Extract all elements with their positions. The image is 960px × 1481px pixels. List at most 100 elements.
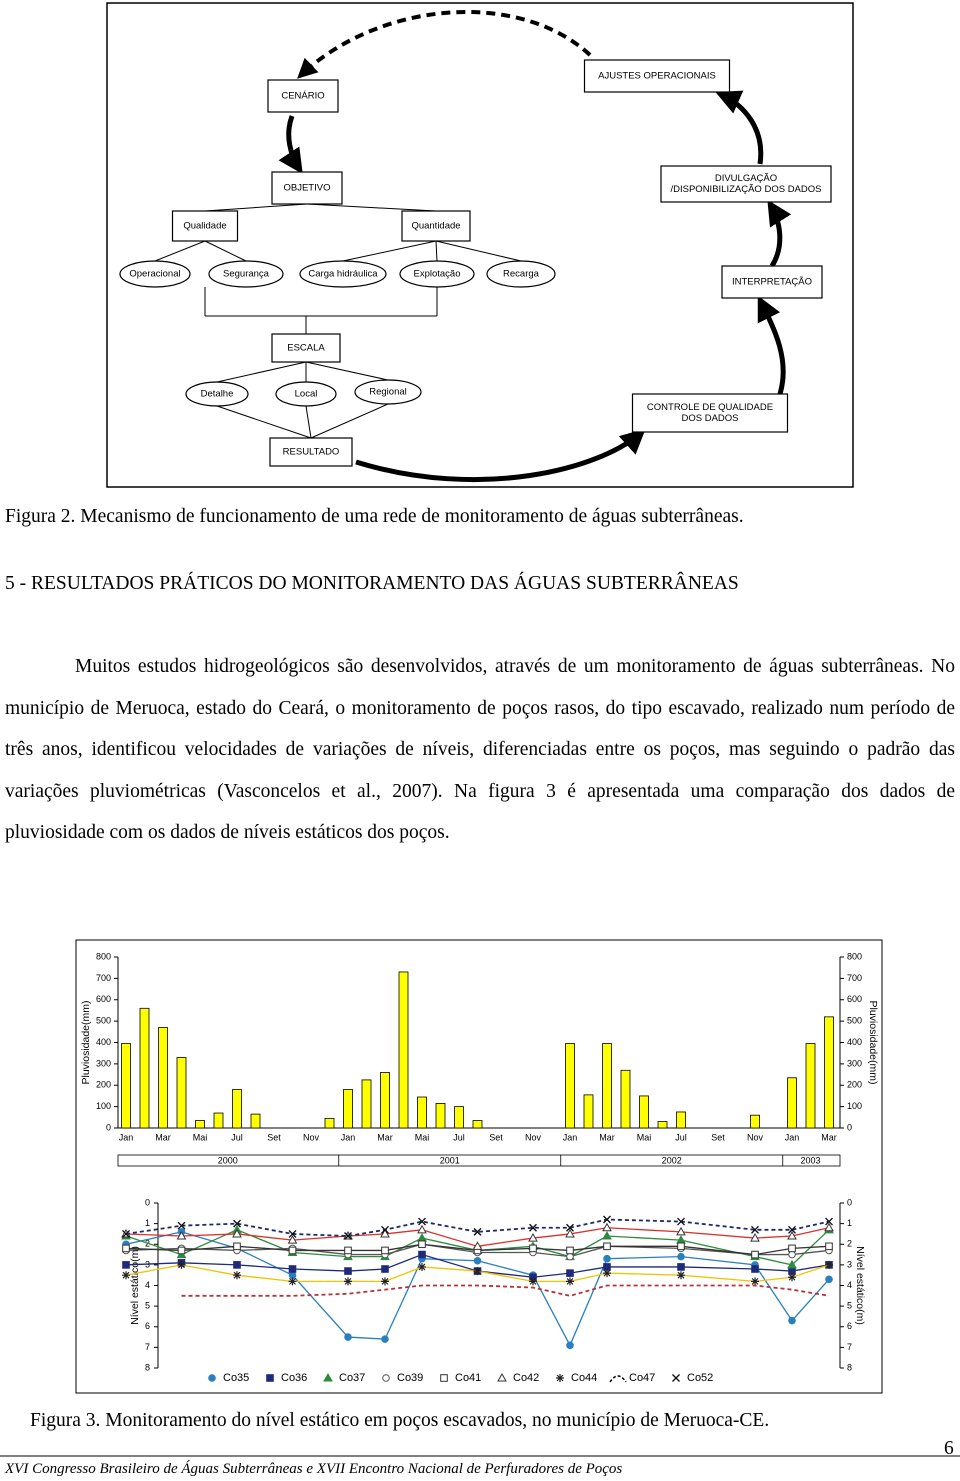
- marker: [418, 1262, 426, 1271]
- arrow: [757, 295, 786, 395]
- page-number: 6: [944, 1438, 954, 1459]
- x-tick-label: Mar: [599, 1132, 615, 1142]
- marker: [344, 1333, 352, 1341]
- marker: [418, 1217, 426, 1226]
- marker: [603, 1269, 611, 1278]
- x-tick-label: Jul: [453, 1132, 465, 1142]
- node-label: Qualidade: [183, 221, 226, 232]
- x-tick-label: Jan: [341, 1132, 356, 1142]
- node-label: INTERPRETAÇÃO: [732, 277, 812, 288]
- marker: [122, 1244, 130, 1253]
- node-label: Detalhe: [201, 389, 234, 400]
- y-tick-label: 300: [96, 1058, 111, 1068]
- y2-tick-label: 500: [847, 1016, 862, 1026]
- legend-label: Co41: [455, 1372, 481, 1384]
- marker: [825, 1217, 833, 1226]
- bar: [361, 1079, 372, 1129]
- bar: [195, 1120, 205, 1129]
- legend-label: Co36: [281, 1372, 307, 1384]
- marker: [566, 1246, 574, 1255]
- marker: [233, 1242, 241, 1251]
- bar: [435, 1103, 446, 1129]
- x-tick-label: Mai: [193, 1132, 208, 1142]
- x-tick-label: Mar: [377, 1132, 393, 1142]
- y-tick-label: 0: [145, 1197, 150, 1207]
- node-box: [631, 393, 789, 433]
- marker: [566, 1269, 574, 1277]
- x-tick-label: Jul: [231, 1132, 243, 1142]
- bar: [805, 1043, 816, 1129]
- marker: [751, 1265, 759, 1273]
- marker: [676, 1226, 686, 1236]
- year-label: 2001: [440, 1155, 460, 1165]
- bar: [324, 1117, 335, 1129]
- marker: [344, 1267, 352, 1275]
- bar: [657, 1121, 668, 1129]
- bar: [398, 971, 409, 1129]
- bar: [343, 1089, 353, 1129]
- node-label: Quantidade: [411, 221, 460, 232]
- connector: [310, 403, 389, 439]
- y-tick-label: 0: [106, 1122, 111, 1132]
- footer: XVI Congresso Brasileiro de Águas Subter…: [5, 1461, 623, 1477]
- marker: [233, 1271, 241, 1280]
- arrow: [278, 115, 303, 175]
- node-ellipse: [208, 260, 284, 288]
- node-ellipse: [185, 381, 249, 407]
- node-label: Carga hidráulica: [308, 269, 378, 280]
- marker: [176, 1230, 187, 1240]
- connector: [306, 203, 437, 212]
- node-label: Segurança: [223, 269, 270, 280]
- y2-tick-label: 800: [847, 951, 862, 961]
- node-label: Recarga: [503, 269, 540, 280]
- marker: [177, 1246, 186, 1255]
- legend-label: Co35: [223, 1372, 249, 1384]
- arrow: [715, 90, 764, 165]
- marker: [472, 1241, 483, 1250]
- year-strip: [117, 1154, 841, 1167]
- marker: [177, 1260, 186, 1269]
- marker: [602, 1222, 612, 1232]
- node-box: [721, 265, 823, 299]
- marker: [566, 1277, 574, 1286]
- series-line: [125, 1218, 830, 1237]
- marker: [788, 1244, 796, 1253]
- node-label: CONTROLE DE QUALIDADE: [647, 402, 773, 413]
- bar: [676, 1111, 686, 1129]
- y-tick-label: 5: [145, 1301, 150, 1311]
- connector: [305, 405, 312, 439]
- legend-label: Co52: [687, 1372, 713, 1384]
- legend-swatch: [382, 1374, 390, 1382]
- bar: [232, 1089, 242, 1129]
- legend-swatch: [323, 1372, 333, 1382]
- marker: [418, 1240, 426, 1249]
- marker: [288, 1265, 297, 1273]
- x-tick-label: Set: [711, 1132, 725, 1142]
- marker: [288, 1229, 297, 1238]
- bar: [417, 1096, 427, 1129]
- marker: [381, 1335, 389, 1343]
- node-box: [271, 171, 343, 205]
- connector: [342, 240, 437, 262]
- legend-swatch: [609, 1375, 627, 1383]
- marker: [825, 1275, 833, 1284]
- y2-tick-label: 100: [847, 1101, 862, 1111]
- marker: [287, 1235, 298, 1244]
- x-tick-label: Nov: [525, 1132, 542, 1142]
- y2-tick-label: 8: [847, 1362, 852, 1372]
- marker: [788, 1316, 796, 1325]
- bar: [824, 1016, 834, 1129]
- y2-tick-label: 400: [847, 1037, 862, 1047]
- connector: [154, 240, 206, 262]
- bar: [213, 1112, 224, 1129]
- bar: [454, 1106, 464, 1129]
- marker: [566, 1252, 574, 1261]
- bar: [250, 1113, 261, 1129]
- marker: [233, 1261, 241, 1269]
- marker: [529, 1277, 537, 1286]
- marker: [788, 1225, 796, 1234]
- bar: [620, 1069, 631, 1129]
- node-ellipse: [275, 381, 337, 407]
- marker: [473, 1256, 482, 1265]
- bar: [787, 1077, 797, 1129]
